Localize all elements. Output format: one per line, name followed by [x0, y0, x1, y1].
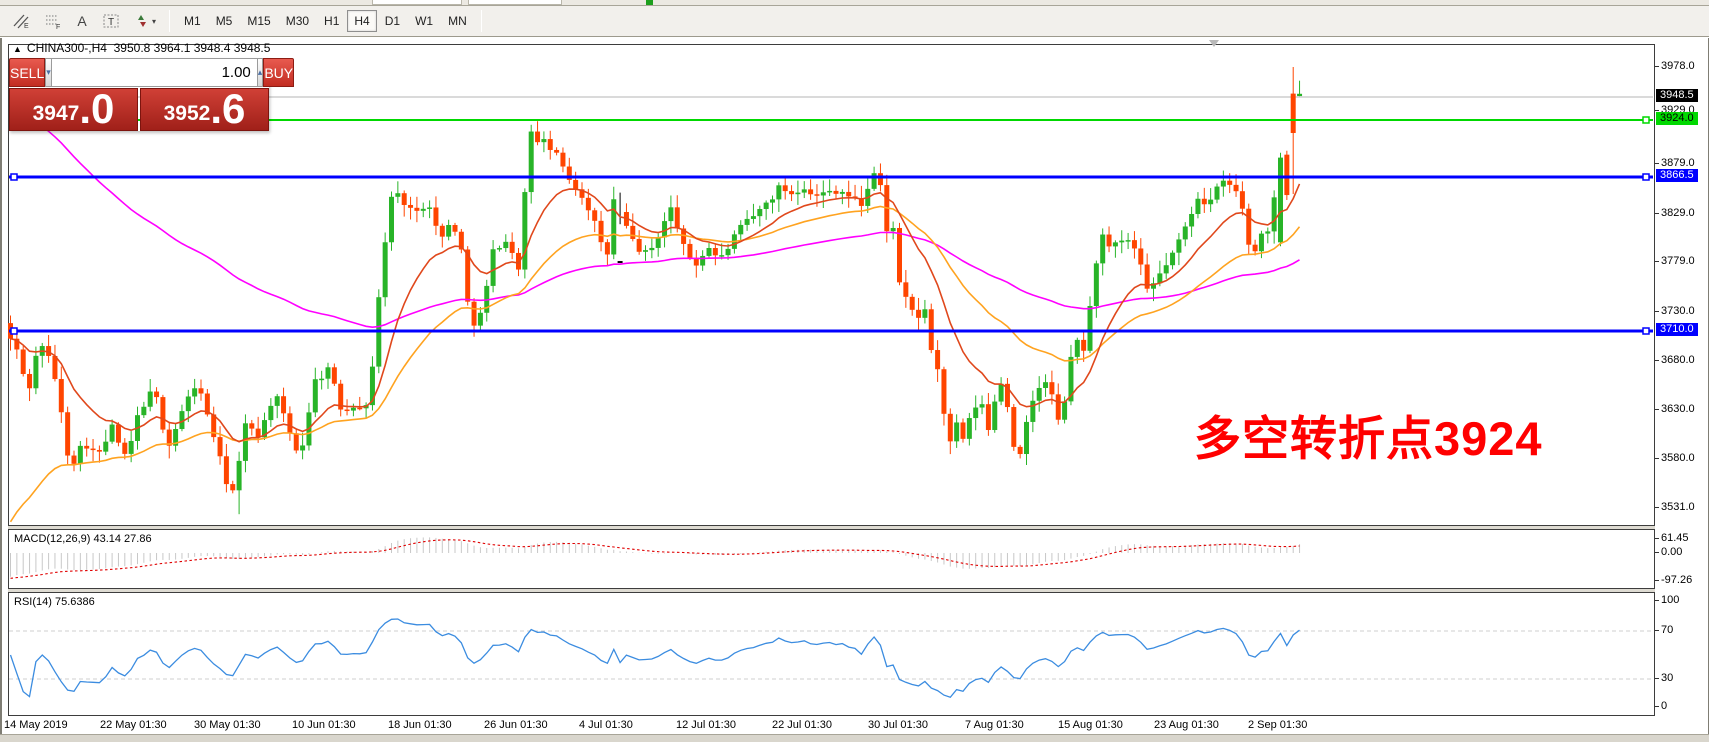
main-chart-canvas[interactable]: [8, 45, 1654, 525]
current-price-badge: 3948.5: [1656, 89, 1698, 102]
one-click-trading-widget: SELL ▾ ▴ BUY 3947 .0 3952 .6: [9, 58, 295, 131]
hline-3924-badge: 3924.0: [1656, 112, 1698, 125]
pane-splitter[interactable]: [8, 526, 1655, 529]
rsi-label: RSI(14) 75.6386: [14, 596, 95, 608]
svg-text:T: T: [108, 17, 114, 28]
time-axis-label: 18 Jun 01:30: [388, 719, 452, 731]
timeframe-button-m1[interactable]: M1: [184, 14, 201, 28]
clipped-toolbar-row: [0, 0, 1709, 6]
timeframe-button-d1[interactable]: D1: [384, 14, 401, 28]
timeframe-button-w1[interactable]: W1: [415, 14, 434, 28]
svg-text:E: E: [24, 23, 29, 29]
timeframe-button-m15[interactable]: M15: [247, 14, 271, 28]
time-axis-label: 30 May 01:30: [194, 719, 261, 731]
price-tick-label: 3829.0: [1655, 207, 1695, 219]
text-icon[interactable]: T: [96, 9, 126, 33]
time-axis-label: 26 Jun 01:30: [484, 719, 548, 731]
svg-text:F: F: [56, 24, 60, 29]
volume-input[interactable]: [51, 58, 257, 87]
time-axis-label: 2 Sep 01:30: [1248, 719, 1308, 731]
volume-decrease-button[interactable]: ▾: [45, 58, 52, 87]
price-tick-label: 3730.0: [1655, 305, 1695, 317]
bid-main-digits: 3947: [32, 102, 80, 125]
line-drag-handle[interactable]: [10, 173, 18, 181]
line-drag-handle[interactable]: [1642, 116, 1650, 124]
chart-title: ▲ CHINA300-,H4 3950.8 3964.1 3948.4 3948.…: [13, 41, 270, 55]
macd-indicator-pane[interactable]: [8, 529, 1655, 589]
time-axis-label: 23 Aug 01:30: [1154, 719, 1219, 731]
timeframe-button-h1[interactable]: H1: [324, 14, 340, 28]
text-label-icon[interactable]: A: [77, 13, 87, 29]
resistance-line-3866[interactable]: [9, 173, 1653, 181]
rsi-tick-label: 30: [1654, 672, 1674, 684]
price-tick-label: 3580.0: [1655, 452, 1695, 464]
ask-price-box[interactable]: 3952 .6: [140, 88, 269, 131]
time-axis-label: 30 Jul 01:30: [868, 719, 928, 731]
timeframe-button-mn[interactable]: MN: [448, 14, 467, 28]
price-tick-label: 3779.0: [1655, 255, 1695, 267]
time-axis-label: 22 Jul 01:30: [772, 719, 832, 731]
timeframe-button-m5[interactable]: M5: [215, 14, 233, 28]
hline-3866-badge: 3866.5: [1656, 169, 1698, 182]
buy-button[interactable]: BUY: [263, 58, 295, 87]
timeframe-button-m30[interactable]: M30: [285, 14, 310, 28]
collapse-triangle-icon[interactable]: ▲: [13, 44, 22, 54]
main-price-pane[interactable]: [8, 44, 1655, 526]
price-tick-label: 3531.0: [1655, 501, 1695, 513]
time-axis-label: 7 Aug 01:30: [965, 719, 1024, 731]
drawing-and-timeframe-toolbar: E F A T ▾ M1 M5 M15 M30 H1 H4 D1 W1 MN: [0, 6, 1709, 37]
clipped-green-indicator: [646, 0, 653, 5]
line-drag-handle[interactable]: [1642, 327, 1650, 335]
macd-canvas[interactable]: [9, 530, 1654, 588]
time-axis-label: 4 Jul 01:30: [579, 719, 633, 731]
symbol-period-label: CHINA300-,H4: [26, 41, 107, 55]
ask-main-digits: 3952: [163, 102, 211, 125]
arrows-dropdown-caret[interactable]: ▾: [152, 16, 157, 26]
rsi-tick-label: 100: [1654, 594, 1680, 606]
time-axis-label: 14 May 2019: [4, 719, 68, 731]
price-tick-label: 3879.0: [1655, 157, 1695, 169]
rsi-tick-label: 70: [1654, 624, 1674, 636]
price-tick-label: 3630.0: [1655, 403, 1695, 415]
timeframe-button-h4[interactable]: H4: [347, 10, 377, 32]
volume-increase-button[interactable]: ▴: [256, 58, 264, 87]
macd-tick-label: -97.26: [1654, 574, 1693, 586]
pane-splitter[interactable]: [8, 589, 1655, 592]
toolbar-separator: [480, 10, 482, 32]
time-axis-label: 15 Aug 01:30: [1058, 719, 1123, 731]
fibonacci-icon[interactable]: F: [38, 9, 68, 33]
time-axis-label: 12 Jul 01:30: [676, 719, 736, 731]
hline-3710-badge: 3710.0: [1656, 323, 1698, 336]
arrows-icon[interactable]: ▾: [128, 9, 162, 33]
price-tick-label: 3978.0: [1655, 60, 1695, 72]
sell-button[interactable]: SELL: [9, 58, 46, 87]
macd-label: MACD(12,26,9) 43.14 27.86: [14, 533, 152, 545]
macd-tick-label: 0.00: [1654, 546, 1683, 558]
equidistant-channel-icon[interactable]: E: [6, 9, 36, 33]
line-drag-handle[interactable]: [1642, 173, 1650, 181]
ask-fraction-digit: .6: [210, 85, 246, 133]
support-line-3710[interactable]: [9, 327, 1653, 335]
bid-price-box[interactable]: 3947 .0: [9, 88, 138, 131]
rsi-indicator-pane[interactable]: [8, 592, 1655, 716]
chart-annotation-text: 多空转折点3924: [1194, 412, 1543, 465]
price-tick-label: 3680.0: [1655, 354, 1695, 366]
rsi-tick-label: 0: [1654, 700, 1668, 712]
clipped-input-sliver: [468, 0, 562, 5]
timeframe-button-group: M1 M5 M15 M30 H1 H4 D1 W1 MN: [177, 10, 474, 32]
chart-shift-marker-icon[interactable]: [1209, 40, 1219, 47]
bid-fraction-digit: .0: [79, 85, 115, 133]
clipped-input-sliver: [372, 0, 462, 5]
time-axis-label: 10 Jun 01:30: [292, 719, 356, 731]
rsi-canvas[interactable]: [9, 593, 1654, 715]
macd-tick-label: 61.45: [1655, 532, 1689, 544]
time-axis-label: 22 May 01:30: [100, 719, 167, 731]
toolbar-separator: [169, 10, 171, 32]
line-drag-handle[interactable]: [10, 327, 18, 335]
ohlc-values: 3950.8 3964.1 3948.4 3948.5: [113, 41, 271, 55]
window-bottom-strip: [0, 734, 1709, 742]
